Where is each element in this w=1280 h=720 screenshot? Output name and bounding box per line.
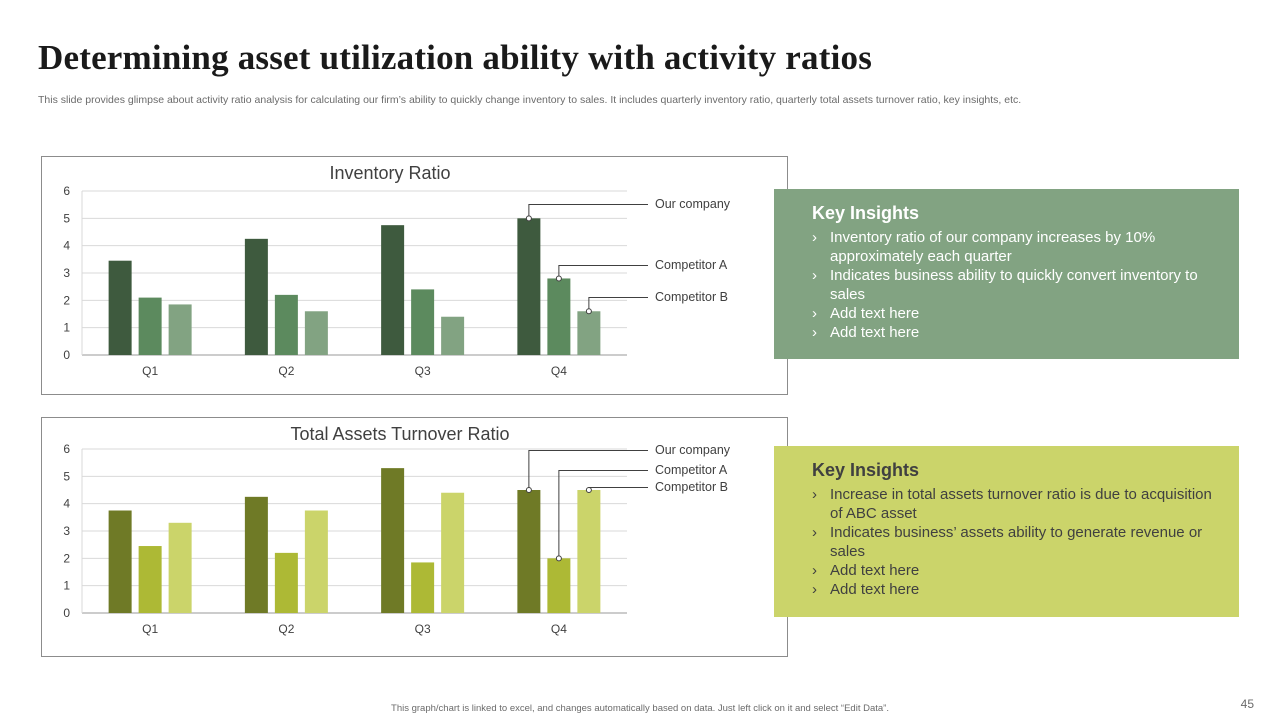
insight-bullet: Add text here [812, 561, 1219, 580]
x-tick-label: Q1 [142, 622, 158, 636]
bar-our-company-q1 [108, 510, 132, 613]
bar-competitor-b-q1 [168, 522, 192, 613]
key-insights-list: Increase in total assets turnover ratio … [812, 485, 1219, 599]
y-tick-label: 6 [63, 184, 70, 198]
bar-competitor-b-q2 [304, 510, 328, 613]
y-tick-label: 0 [63, 348, 70, 362]
x-tick-label: Q1 [142, 364, 158, 378]
x-tick-label: Q2 [278, 364, 294, 378]
legend-label: Competitor B [655, 290, 728, 304]
bar-our-company-q3 [381, 468, 405, 613]
insight-bullet: Add text here [812, 323, 1219, 342]
bar-competitor-b-q3 [441, 492, 465, 613]
inventory-ratio-chart-svg: Inventory Ratio 0 1 2 3 4 5 6 Q1 Q2 Q3 Q4 Our compan… [63, 163, 731, 378]
legend-label: Our company [655, 443, 731, 457]
key-insights-heading: Key Insights [812, 460, 920, 480]
y-tick-label: 2 [63, 293, 70, 307]
bar-our-company-q4 [517, 218, 541, 355]
bar-competitor-a-q2 [274, 552, 298, 613]
legend-marker [555, 555, 562, 562]
legend-leader-line [588, 297, 648, 312]
y-tick-label: 0 [63, 606, 70, 620]
total-assets-turnover-chart-svg: Total Assets Turnover Ratio 0 1 2 3 4 5 6 Q1 Q2 Q3… [63, 424, 731, 636]
bar-competitor-a-q1 [138, 546, 162, 613]
y-tick-label: 4 [63, 239, 70, 253]
x-tick-label: Q2 [278, 622, 294, 636]
y-tick-label: 5 [63, 211, 70, 225]
legend-leader-line [528, 450, 648, 490]
bar-competitor-a-q2 [274, 294, 298, 355]
bar-competitor-a-q4 [547, 558, 571, 613]
bar-our-company-q2 [244, 238, 268, 355]
slide-title: Determining asset utilization ability wi… [38, 38, 873, 77]
legend-label: Competitor A [655, 463, 728, 477]
legend-marker [585, 308, 592, 315]
x-tick-label: Q4 [551, 364, 567, 378]
slide-subtitle: This slide provides glimpse about activi… [38, 94, 1022, 106]
footnote: This graph/chart is linked to excel, and… [391, 703, 889, 714]
x-tick-label: Q4 [551, 622, 567, 636]
bar-our-company-q4 [517, 490, 541, 613]
key-insights-turnover: Key Insights Increase in total assets tu… [774, 446, 1239, 617]
legend-leader-line [528, 204, 648, 219]
chart-title: Inventory Ratio [329, 163, 450, 183]
bar-our-company-q1 [108, 260, 132, 355]
key-insights-inventory: Key Insights Inventory ratio of our comp… [774, 189, 1239, 359]
bar-our-company-q3 [381, 225, 405, 355]
chart-title: Total Assets Turnover Ratio [290, 424, 509, 444]
bar-competitor-b-q1 [168, 304, 192, 355]
y-tick-label: 1 [63, 321, 70, 335]
inventory-ratio-chart: Inventory Ratio 0 1 2 3 4 5 6 Q1 Q2 Q3 Q4 Our compan… [41, 156, 788, 395]
legend-label: Competitor A [655, 258, 728, 272]
y-tick-label: 1 [63, 579, 70, 593]
legend-marker [525, 487, 532, 493]
bar-competitor-a-q4 [547, 278, 571, 355]
bar-competitor-b-q2 [304, 311, 328, 355]
insight-bullet: Add text here [812, 580, 1219, 599]
insight-bullet: Inventory ratio of our company increases… [812, 228, 1219, 266]
page-number: 45 [1240, 697, 1254, 711]
bar-our-company-q2 [244, 496, 268, 613]
bar-competitor-b-q4 [577, 311, 601, 355]
legend-marker [555, 275, 562, 282]
insight-bullet: Increase in total assets turnover ratio … [812, 485, 1219, 523]
x-tick-label: Q3 [415, 364, 431, 378]
key-insights-list: Inventory ratio of our company increases… [812, 228, 1219, 342]
y-tick-label: 2 [63, 551, 70, 565]
legend-label: Competitor B [655, 480, 728, 494]
insight-bullet: Indicates business’ assets ability to ge… [812, 523, 1219, 561]
bar-competitor-b-q3 [441, 316, 465, 355]
bar-competitor-b-q4 [577, 490, 601, 613]
insight-bullet: Add text here [812, 304, 1219, 323]
legend-leader-line [558, 265, 648, 279]
bar-competitor-a-q3 [411, 289, 435, 355]
key-insights-heading: Key Insights [812, 203, 920, 223]
bar-competitor-a-q1 [138, 297, 162, 355]
x-tick-label: Q3 [415, 622, 431, 636]
legend-leader-line [558, 470, 648, 559]
bar-competitor-a-q3 [411, 562, 435, 613]
legend-marker [525, 215, 532, 222]
y-tick-label: 3 [63, 266, 70, 280]
y-tick-label: 6 [63, 442, 70, 456]
legend-leader-line [588, 487, 648, 490]
legend-label: Our company [655, 197, 731, 211]
y-tick-label: 3 [63, 524, 70, 538]
total-assets-turnover-chart: Total Assets Turnover Ratio 0 1 2 3 4 5 6 Q1 Q2 Q3… [41, 417, 788, 657]
legend-marker [585, 487, 592, 493]
y-tick-label: 4 [63, 497, 70, 511]
y-tick-label: 5 [63, 469, 70, 483]
insight-bullet: Indicates business ability to quickly co… [812, 266, 1219, 304]
